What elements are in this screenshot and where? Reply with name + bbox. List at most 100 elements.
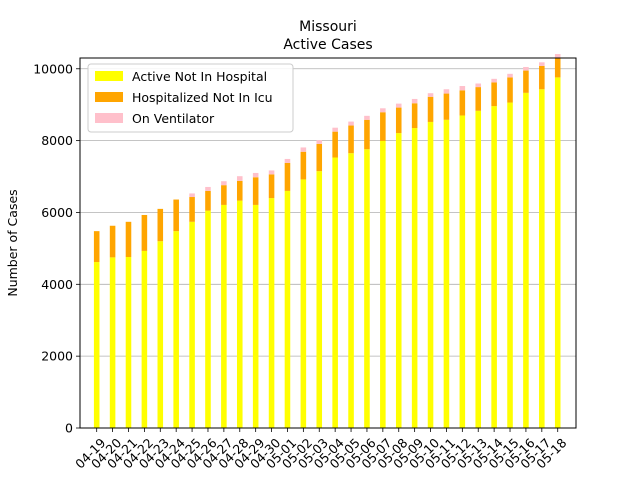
- bar-segment: [491, 82, 497, 107]
- bar-segment: [252, 172, 259, 178]
- y-tick-label: 0: [65, 421, 73, 436]
- bar-segment: [221, 204, 227, 428]
- bar-segment: [157, 241, 164, 428]
- bar-segment: [332, 157, 338, 428]
- bar-segment: [475, 83, 482, 88]
- bar-segment: [395, 133, 402, 428]
- bar-segment: [411, 128, 418, 429]
- bar-segment: [554, 77, 561, 428]
- bar-segment: [268, 170, 275, 175]
- bar-segment: [491, 78, 497, 83]
- bar-segment: [395, 107, 402, 134]
- bar-segment: [411, 103, 418, 129]
- bar-segment: [125, 257, 132, 428]
- bar-segment: [221, 181, 227, 186]
- bar-segment: [380, 140, 386, 428]
- bar-segment: [300, 147, 307, 152]
- legend-box: [87, 63, 294, 133]
- bar-segment: [189, 197, 195, 222]
- bar-segment: [475, 87, 482, 111]
- bar-segment: [316, 171, 323, 428]
- bar-segment: [300, 151, 307, 180]
- bar-segment: [93, 262, 100, 428]
- chart-title-line-2: Active Cases: [283, 37, 372, 53]
- bar-segment: [348, 153, 354, 429]
- bar-segment: [380, 108, 386, 113]
- bar-segment: [284, 158, 291, 163]
- bar-segment: [459, 90, 466, 116]
- bar-segment: [427, 121, 434, 429]
- bar-segment: [93, 231, 100, 263]
- y-tick-label: 2000: [41, 349, 73, 364]
- y-tick-label: 10000: [33, 61, 73, 76]
- plot-frame: [79, 57, 577, 429]
- y-tick-label: 4000: [41, 277, 73, 292]
- bar-segment: [411, 98, 418, 104]
- bar-segment: [268, 198, 275, 428]
- bar-segment: [523, 92, 529, 428]
- legend: Active Not In Hospital Hospitalized Not I…: [87, 63, 294, 133]
- bar-segment: [252, 204, 259, 428]
- y-tick-label: 8000: [41, 133, 73, 148]
- legend-label: Active Not In Hospital: [132, 69, 267, 84]
- bars: [93, 54, 561, 429]
- bar-segment: [427, 96, 434, 122]
- bar-segment: [395, 103, 402, 108]
- bar-segment: [507, 102, 513, 428]
- bar-segment: [348, 125, 354, 154]
- y-axis: 0 2000 4000 6000 8000 10000: [33, 61, 80, 436]
- bar-segment: [173, 231, 179, 428]
- bar-segment: [173, 199, 179, 232]
- bar-segment: [316, 143, 323, 172]
- bar-segment: [443, 93, 450, 120]
- bar-segment: [554, 57, 561, 78]
- bar-segment: [125, 221, 132, 258]
- bar-segment: [539, 65, 545, 90]
- bar-segment: [364, 149, 370, 428]
- bar-segment: [300, 179, 307, 428]
- bar-segment: [348, 121, 354, 126]
- bar-segment: [109, 257, 116, 428]
- bar-segment: [157, 208, 164, 242]
- bar-segment: [459, 115, 466, 428]
- legend-swatch: [95, 92, 123, 102]
- chart-title-line-1: Missouri: [299, 19, 357, 35]
- bar-segment: [523, 70, 529, 93]
- legend-label: On Ventilator: [132, 111, 215, 126]
- bar-segment: [252, 177, 259, 205]
- bar-segment: [141, 250, 148, 428]
- bar-segment: [443, 119, 450, 428]
- bar-segment: [205, 186, 211, 191]
- y-axis-label: Number of Cases: [5, 189, 20, 296]
- bar-segment: [332, 131, 338, 158]
- bar-segment: [364, 115, 370, 120]
- bar-segment: [205, 190, 211, 211]
- bar-segment: [141, 214, 148, 251]
- x-axis: 04-1904-2004-2104-2204-2304-2404-2504-26…: [72, 428, 570, 471]
- bar-segment: [221, 185, 227, 205]
- bar-segment: [284, 190, 291, 428]
- bar-segment: [554, 54, 561, 58]
- bar-segment: [523, 66, 529, 71]
- bar-segment: [205, 210, 211, 428]
- bar-segment: [539, 89, 545, 428]
- bar-segment: [539, 62, 545, 66]
- bar-segment: [507, 73, 513, 78]
- bar-segment: [364, 119, 370, 150]
- bar-segment: [475, 110, 482, 429]
- y-tick-label: 6000: [41, 205, 73, 220]
- bar-segment: [236, 200, 243, 428]
- bar-segment: [236, 180, 243, 201]
- legend-swatch: [95, 71, 123, 81]
- bar-segment: [189, 221, 195, 428]
- legend-swatch: [95, 113, 123, 123]
- bar-segment: [507, 77, 513, 103]
- bar-segment: [380, 112, 386, 141]
- bar-segment: [268, 174, 275, 199]
- bar-segment: [443, 89, 450, 94]
- bar-segment: [459, 86, 466, 91]
- legend-label: Hospitalized Not In Icu: [132, 90, 273, 105]
- bar-segment: [427, 93, 434, 97]
- bar-segment: [491, 106, 497, 428]
